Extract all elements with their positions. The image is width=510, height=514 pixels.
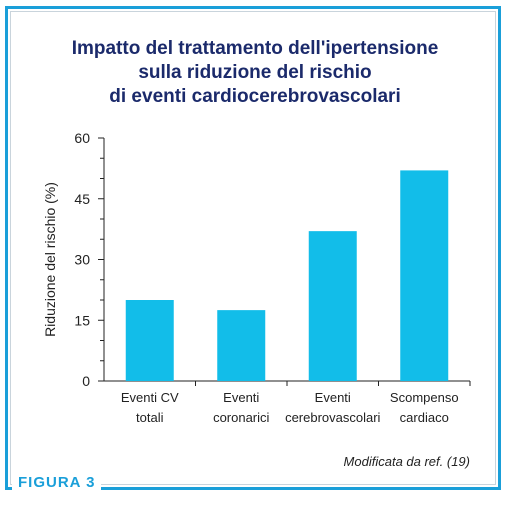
figure-label: FIGURA 3: [12, 474, 102, 491]
chart-title: Impatto del trattamento dell'ipertension…: [72, 38, 439, 107]
x-category-label: coronarici: [213, 410, 269, 425]
bar: [400, 170, 449, 381]
y-axis-label: Riduzione del rischio (%): [42, 182, 58, 337]
bar: [217, 310, 266, 381]
chart-category-labels: Eventi CV totali Eventi coronarici Eventi cer…: [121, 390, 459, 425]
y-tick-label: 30: [74, 252, 90, 268]
chart-title-line: Impatto del trattamento dell'ipertension…: [72, 38, 439, 59]
y-tick-label: 0: [82, 373, 90, 389]
x-category-label: Eventi: [223, 390, 259, 405]
y-tick-label: 15: [74, 312, 90, 328]
x-category-label: Eventi: [315, 390, 351, 405]
bar: [125, 300, 174, 381]
chart-title-line: di eventi cardiocerebrovascolari: [109, 86, 400, 107]
chart-axes: 0 15 30 45 60 Riduzione del rischio (%): [42, 130, 471, 389]
x-category-label: totali: [136, 410, 164, 425]
x-category-label: Scompenso: [390, 390, 459, 405]
x-category-label: cerebrovascolari: [285, 410, 380, 425]
y-tick-label: 60: [74, 130, 90, 146]
outer-frame: [5, 6, 501, 490]
x-category-label: Eventi CV: [121, 390, 179, 405]
chart-bars: [125, 170, 449, 381]
source-note: Modificata da ref. (19): [344, 454, 470, 469]
y-tick-label: 45: [74, 191, 90, 207]
x-category-label: cardiaco: [400, 410, 449, 425]
inner-frame: [10, 11, 496, 485]
bar: [308, 231, 357, 381]
chart-title-line: sulla riduzione del rischio: [138, 62, 371, 83]
